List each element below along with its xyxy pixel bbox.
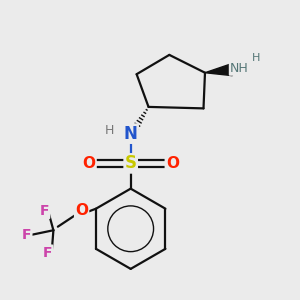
Text: O: O [82,156,96,171]
Text: N: N [124,125,138,143]
Text: O: O [166,156,179,171]
Text: O: O [75,203,88,218]
Text: F: F [22,228,32,242]
Text: H: H [252,53,260,64]
Polygon shape [205,64,232,76]
Text: H: H [105,124,115,137]
Text: F: F [40,204,49,218]
Text: F: F [43,245,52,260]
Text: NH: NH [230,62,248,75]
Text: S: S [125,154,137,172]
